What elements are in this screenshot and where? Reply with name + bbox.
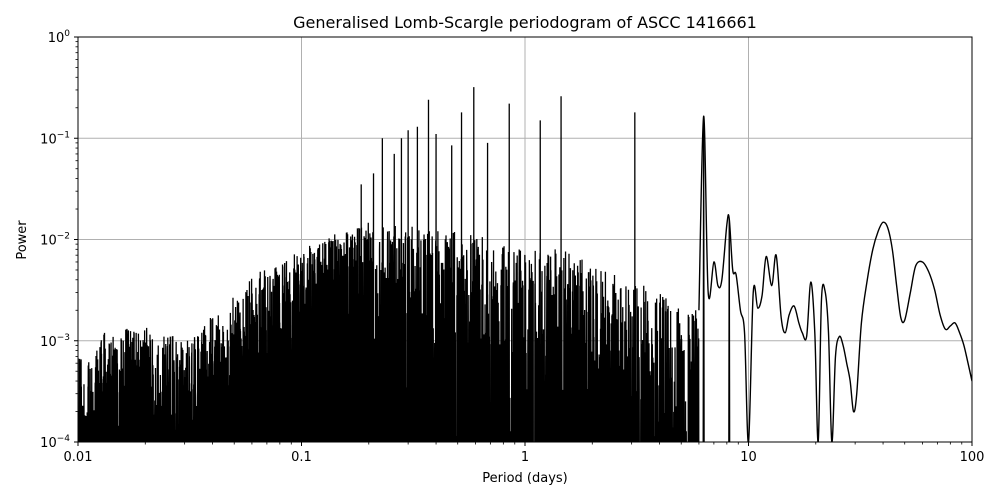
y-tick-label: 100 [48, 29, 71, 46]
y-tick-label: 10−2 [40, 232, 70, 249]
y-axis-label: Power [15, 220, 30, 260]
x-axis-label: Period (days) [482, 471, 568, 486]
x-tick-label: 0.01 [64, 450, 93, 465]
periodogram-line [78, 87, 972, 442]
x-tick-labels: 0.01 0.1 1 10 100 [64, 450, 985, 465]
axis-ticks [74, 36, 973, 446]
y-tick-label: 10−4 [40, 434, 70, 451]
x-tick-label: 100 [960, 450, 985, 465]
y-tick-label: 10−1 [40, 130, 70, 147]
x-tick-label: 1 [521, 450, 529, 465]
x-tick-label: 10 [740, 450, 757, 465]
chart-title: Generalised Lomb-Scargle periodogram of … [293, 13, 757, 32]
x-tick-label: 0.1 [291, 450, 312, 465]
y-tick-label: 10−3 [40, 333, 70, 350]
y-tick-labels: 10−4 10−3 10−2 10−1 100 [40, 29, 70, 451]
